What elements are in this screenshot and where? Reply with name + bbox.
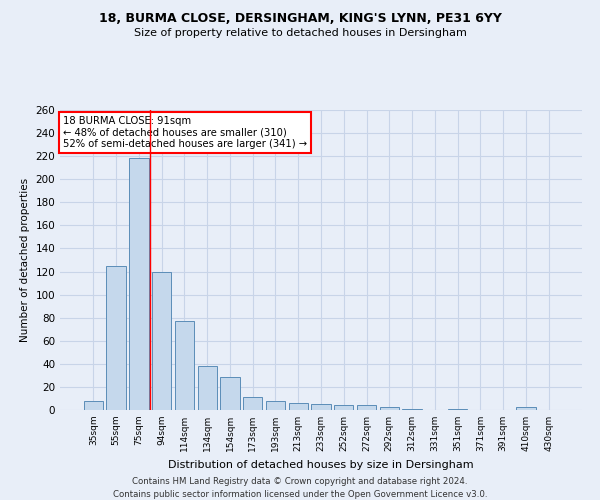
Bar: [220, 376, 239, 410]
Text: Contains public sector information licensed under the Open Government Licence v3: Contains public sector information licen…: [113, 490, 487, 499]
Bar: [84, 401, 103, 410]
Bar: [357, 406, 376, 410]
Bar: [380, 406, 399, 410]
Bar: [289, 403, 308, 410]
Bar: [243, 398, 262, 410]
Text: Contains HM Land Registry data © Crown copyright and database right 2024.: Contains HM Land Registry data © Crown c…: [132, 478, 468, 486]
Bar: [175, 321, 194, 410]
Bar: [197, 366, 217, 410]
Bar: [448, 409, 467, 410]
Bar: [403, 409, 422, 410]
Bar: [311, 404, 331, 410]
Bar: [106, 266, 126, 410]
Bar: [129, 158, 149, 410]
Text: Size of property relative to detached houses in Dersingham: Size of property relative to detached ho…: [134, 28, 466, 38]
Bar: [152, 272, 172, 410]
Text: 18, BURMA CLOSE, DERSINGHAM, KING'S LYNN, PE31 6YY: 18, BURMA CLOSE, DERSINGHAM, KING'S LYNN…: [98, 12, 502, 26]
Bar: [266, 401, 285, 410]
Text: 18 BURMA CLOSE: 91sqm
← 48% of detached houses are smaller (310)
52% of semi-det: 18 BURMA CLOSE: 91sqm ← 48% of detached …: [62, 116, 307, 149]
Bar: [334, 406, 353, 410]
Y-axis label: Number of detached properties: Number of detached properties: [20, 178, 30, 342]
X-axis label: Distribution of detached houses by size in Dersingham: Distribution of detached houses by size …: [168, 460, 474, 469]
Bar: [516, 406, 536, 410]
